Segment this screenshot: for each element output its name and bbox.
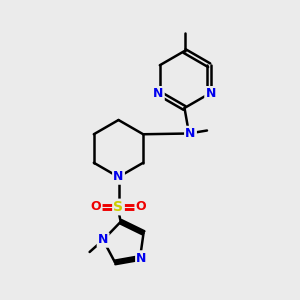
Text: N: N [206,87,216,100]
Text: O: O [91,200,101,214]
Text: O: O [136,200,146,214]
Text: N: N [98,233,108,247]
Text: N: N [136,251,147,265]
Text: N: N [153,87,164,100]
Text: S: S [113,200,124,214]
Text: N: N [185,127,196,140]
Text: N: N [113,170,124,184]
